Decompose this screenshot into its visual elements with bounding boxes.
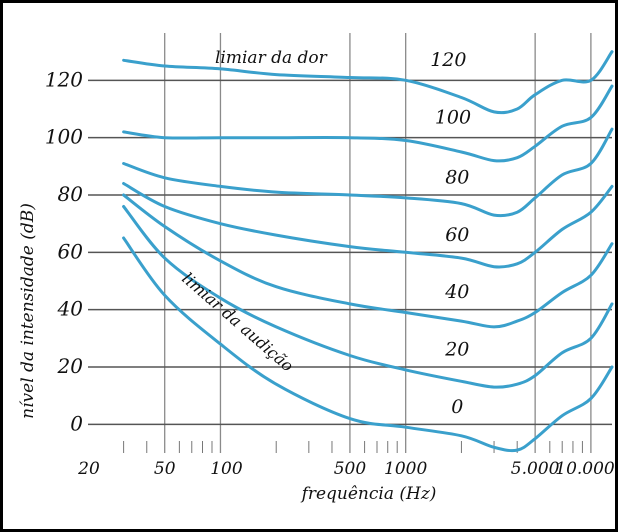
curve-label-40: 40	[444, 281, 469, 303]
x-tick-label: 10.000	[555, 459, 615, 479]
curve-label-120: 120	[430, 49, 466, 71]
pain-threshold-label: limiar da dor	[215, 48, 328, 68]
curve-label-60: 60	[445, 224, 469, 246]
y-tick-label: 40	[57, 297, 84, 321]
y-tick-labels: 0 20 40 60 80 100 120	[45, 67, 83, 435]
y-tick-label: 60	[58, 239, 84, 263]
y-tick-label: 100	[45, 125, 83, 149]
curve-100-phon	[122, 84, 614, 163]
x-tick-label: 500	[334, 459, 367, 479]
curve-80-phon	[122, 127, 614, 218]
x-tick-label: 5.000	[511, 459, 560, 479]
curve-20-phon	[122, 205, 614, 389]
x-tick-label: 1000	[384, 459, 427, 479]
x-tick-label: 100	[210, 459, 243, 479]
x-axis-label: frequência (Hz)	[300, 484, 437, 504]
y-tick-label: 20	[57, 354, 84, 378]
curve-labels: 0 20 40 60 80 100 120	[430, 49, 471, 418]
y-tick-label: 80	[58, 182, 84, 206]
curve-120-phon	[122, 50, 614, 115]
y-axis-label: nível da intensidade (dB)	[18, 203, 38, 419]
y-tick-label: 0	[70, 411, 83, 435]
y-tick-label: 120	[45, 67, 83, 91]
x-tick-label: 50	[154, 459, 176, 479]
curves	[122, 50, 614, 453]
curve-label-20: 20	[444, 339, 469, 361]
curve-label-80: 80	[445, 167, 469, 189]
curve-0-phon	[122, 236, 614, 453]
curve-40-phon	[122, 193, 614, 329]
curve-label-0: 0	[451, 396, 463, 418]
x-tick-label: 20	[77, 459, 100, 479]
curve-60-phon	[122, 182, 614, 269]
curve-label-100: 100	[435, 106, 471, 128]
